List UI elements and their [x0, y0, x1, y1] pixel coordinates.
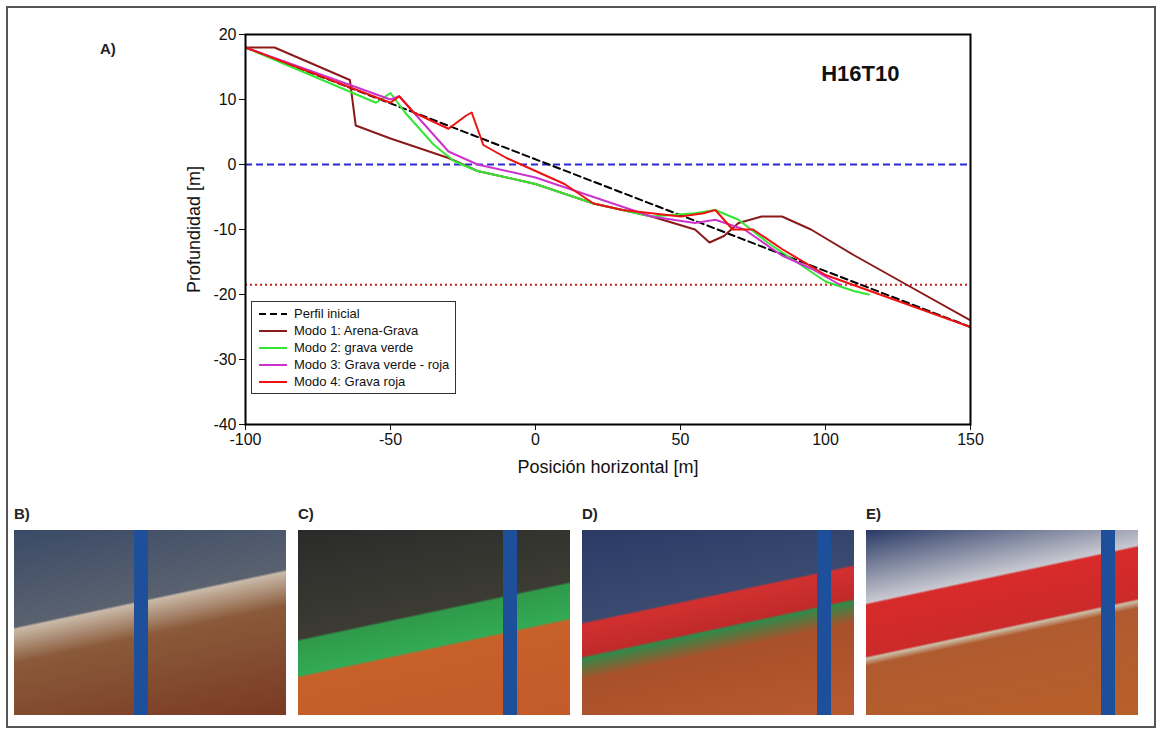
- html-text:C): C): [298, 505, 314, 522]
- svg-text:-20: -20: [213, 286, 236, 303]
- html-text:Modo 4: Grava roja: Modo 4: Grava roja: [294, 374, 406, 389]
- svg-text:H16T10: H16T10: [821, 61, 899, 86]
- svg-text:10: 10: [219, 91, 237, 108]
- html-text:Modo 1: Arena-Grava: Modo 1: Arena-Grava: [294, 323, 419, 338]
- html-text:Modo 3: Grava verde - roja: Modo 3: Grava verde - roja: [294, 357, 450, 372]
- svg-text:50: 50: [672, 431, 690, 448]
- svg-text:-30: -30: [213, 351, 236, 368]
- svg-text:Profundidad [m]: Profundidad [m]: [184, 166, 204, 293]
- svg-text:Posición horizontal [m]: Posición horizontal [m]: [517, 457, 698, 477]
- svg-text:-100: -100: [229, 431, 261, 448]
- svg-text:150: 150: [957, 431, 984, 448]
- html-text:A): A): [100, 40, 116, 57]
- html-text:Modo 2: grava verde: Modo 2: grava verde: [294, 340, 414, 355]
- svg-text:-40: -40: [213, 415, 237, 433]
- svg-text:0: 0: [531, 431, 540, 448]
- html-text:B): B): [14, 505, 30, 522]
- svg-text:20: 20: [219, 26, 237, 43]
- svg-text:100: 100: [812, 431, 839, 448]
- html-text:Perfil inicial: Perfil inicial: [294, 306, 360, 321]
- svg-text:0: 0: [228, 156, 237, 173]
- html-text:E): E): [866, 505, 881, 522]
- html-text:D): D): [582, 505, 598, 522]
- svg-text:-50: -50: [379, 431, 402, 448]
- svg-text:-10: -10: [213, 221, 236, 238]
